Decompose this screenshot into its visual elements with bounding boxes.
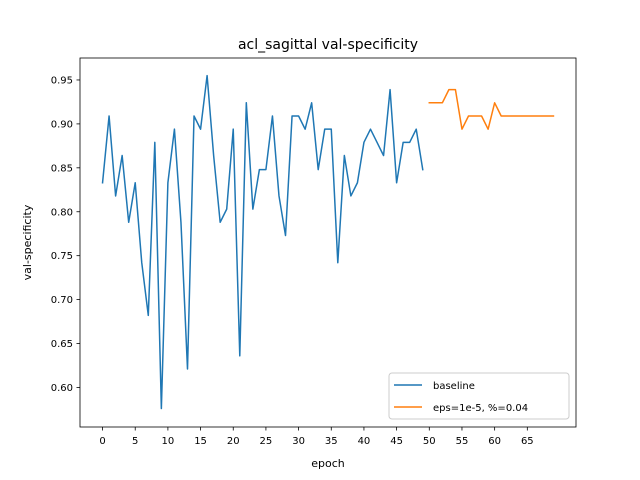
y-tick-label: 0.75 — [51, 251, 73, 262]
y-axis-ticks: 0.60 0.65 0.70 0.75 0.80 0.85 0.90 0.95 — [51, 75, 80, 394]
x-tick-label: 50 — [423, 436, 436, 447]
x-tick-label: 35 — [325, 436, 338, 447]
x-axis-label: epoch — [311, 457, 345, 470]
y-tick-label: 0.65 — [51, 339, 73, 350]
y-axis-label: val-specificity — [21, 204, 34, 280]
x-tick-label: 15 — [194, 436, 207, 447]
plot-lines — [101, 74, 555, 410]
x-tick-label: 65 — [521, 436, 534, 447]
x-tick-label: 0 — [99, 436, 105, 447]
series-line-1 — [428, 88, 555, 130]
x-tick-label: 45 — [390, 436, 403, 447]
plot-frame — [79, 57, 577, 428]
x-tick-label: 40 — [358, 436, 371, 447]
x-axis-ticks: 0 5 10 15 20 25 30 35 40 45 50 55 60 65 — [99, 427, 534, 447]
x-tick-label: 20 — [227, 436, 240, 447]
legend-label-baseline: baseline — [433, 381, 475, 392]
x-tick-label: 55 — [456, 436, 469, 447]
legend-label-eps: eps=1e-5, %=0.04 — [433, 403, 528, 414]
y-tick-label: 0.60 — [51, 383, 73, 394]
x-tick-label: 25 — [260, 436, 273, 447]
y-tick-label: 0.95 — [51, 75, 73, 86]
x-tick-label: 5 — [132, 436, 138, 447]
y-tick-label: 0.85 — [51, 163, 73, 174]
y-tick-label: 0.90 — [51, 119, 73, 130]
x-tick-label: 10 — [162, 436, 175, 447]
y-tick-label: 0.70 — [51, 295, 73, 306]
x-tick-label: 30 — [292, 436, 305, 447]
series-line-0 — [101, 74, 424, 410]
y-tick-label: 0.80 — [51, 207, 73, 218]
legend: baseline eps=1e-5, %=0.04 — [388, 372, 570, 420]
legend-box — [388, 372, 570, 420]
x-tick-label: 60 — [488, 436, 501, 447]
chart-title: acl_sagittal val-specificity — [238, 37, 418, 53]
